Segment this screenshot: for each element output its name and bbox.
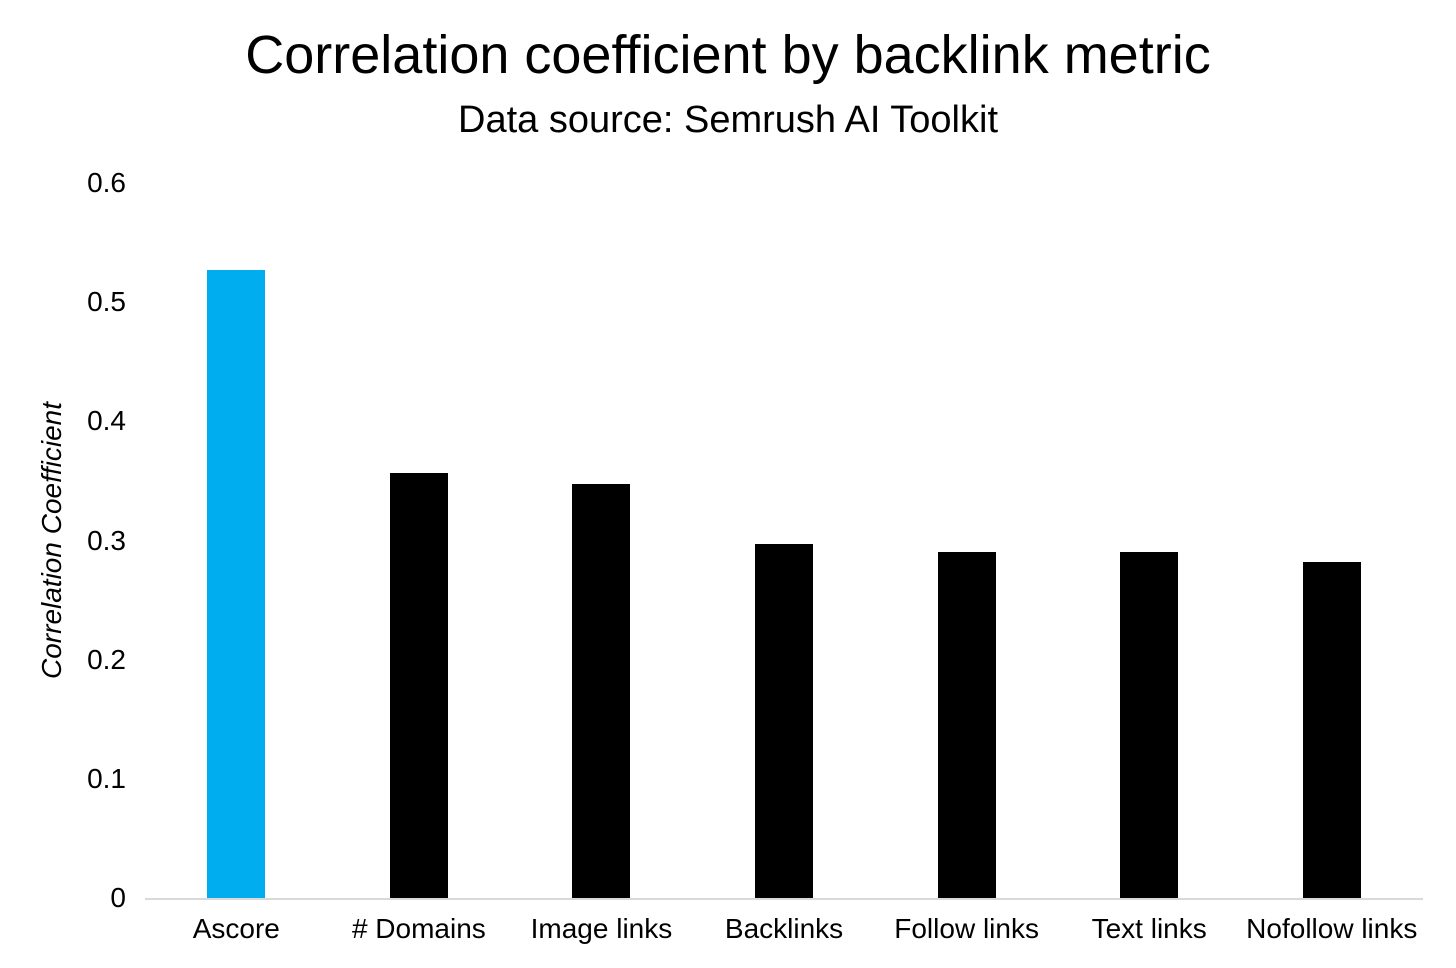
y-tick-0: 0 [110,882,126,913]
y-tick-0-1: 0.1 [87,762,126,794]
bar-backlinks [755,544,814,898]
chart-subtitle: Data source: Semrush AI Toolkit [458,99,998,141]
bar-slot-nofollow-links [1240,183,1423,898]
x-label-backlinks: Backlinks [724,913,844,944]
bar-slot-domains [328,183,511,898]
x-axis-labels: Ascore # Domains Image links Backlinks Follo… [145,913,1423,945]
x-label-domains: # Domains [351,913,486,944]
y-tick-0-5: 0.5 [87,286,126,318]
x-label-follow-links: Follow links [894,913,1039,944]
plot-area [145,183,1423,900]
bar-text-links [1120,552,1179,898]
bar-ascore [207,270,266,898]
bar-slot-ascore [145,183,328,898]
x-label-text-links: Text links [1091,913,1207,944]
bar-slot-text-links [1058,183,1241,898]
y-tick-0-4: 0.4 [87,405,126,437]
x-label-ascore: Ascore [192,913,280,944]
bar-slot-follow-links [875,183,1058,898]
y-tick-0-3: 0.3 [87,524,126,556]
bar-nofollow-links [1302,562,1361,898]
y-tick-0-6: 0.6 [87,167,126,198]
y-tick-0-2: 0.2 [87,643,126,675]
chart-title: Correlation coefficient by backlink metr… [245,25,1211,85]
bar-follow-links [937,552,996,898]
y-axis-tick-labels: 0 0.1 0.2 0.3 0.4 0.5 0.6 [0,169,126,912]
bars-container [145,183,1423,898]
x-label-image-links: Image links [530,913,673,944]
x-label-nofollow-links: Nofollow links [1246,913,1418,944]
bar-image-links [572,484,631,898]
bar-slot-backlinks [693,183,876,898]
bar-slot-image-links [510,183,693,898]
bar-domains [389,473,448,898]
